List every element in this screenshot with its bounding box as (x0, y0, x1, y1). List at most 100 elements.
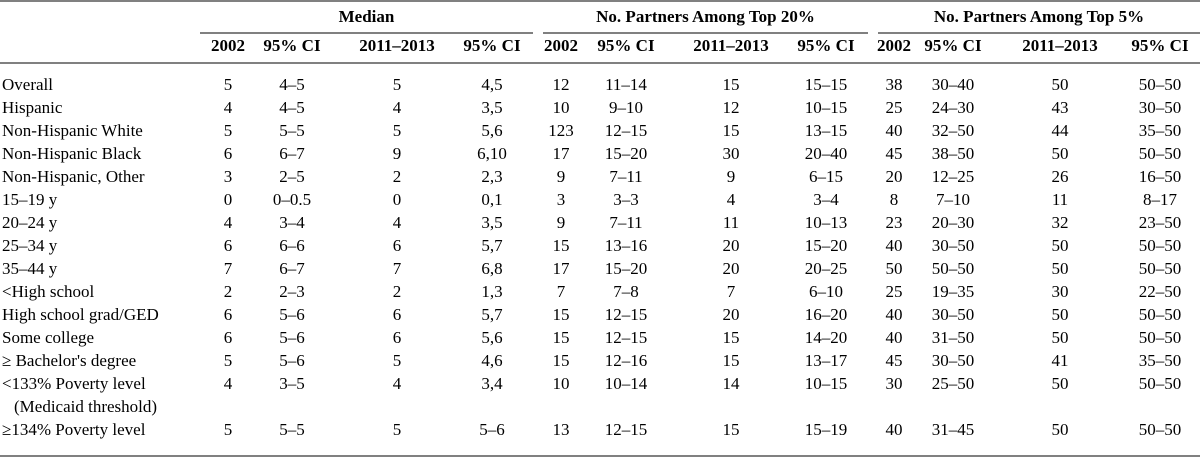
column-header: 2002 (544, 36, 578, 55)
cell: 15–20 (605, 259, 648, 278)
cell: 4 (224, 374, 233, 393)
cell: 15 (553, 305, 570, 324)
row-label: <133% Poverty level (2, 374, 146, 393)
cell: 2 (393, 282, 402, 301)
cell: 3,5 (481, 213, 502, 232)
row-label: Overall (2, 75, 53, 94)
cell: 50 (1052, 374, 1069, 393)
row-label: 25–34 y (2, 236, 58, 255)
cell: 13–15 (805, 121, 848, 140)
cell: 20–25 (805, 259, 848, 278)
cell: 45 (886, 351, 903, 370)
cell: 17 (553, 259, 571, 278)
cell: 50 (1052, 144, 1069, 163)
cell: 5–6 (279, 351, 305, 370)
row-label: 20–24 y (2, 213, 58, 232)
column-header: 95% CI (797, 36, 855, 55)
cell: 30 (886, 374, 903, 393)
cell: 15 (723, 121, 740, 140)
cell: 3 (557, 190, 566, 209)
cell: 6–7 (279, 259, 305, 278)
cell: 22–50 (1139, 282, 1182, 301)
cell: 15 (723, 328, 740, 347)
cell: 4 (393, 374, 402, 393)
cell: 15–20 (805, 236, 848, 255)
cell: 30–50 (1139, 98, 1182, 117)
cell: 30–40 (932, 75, 975, 94)
cell: 5 (224, 75, 233, 94)
cell: 6,10 (477, 144, 507, 163)
cell: 4 (224, 213, 233, 232)
cell: 6 (393, 236, 402, 255)
cell: 30 (723, 144, 740, 163)
cell: 1,3 (481, 282, 502, 301)
row-note: (Medicaid threshold) (14, 397, 157, 416)
cell: 40 (886, 121, 903, 140)
cell: 6,8 (481, 259, 502, 278)
cell: 50 (1052, 236, 1069, 255)
cell: 9 (393, 144, 402, 163)
cell: 15 (553, 236, 570, 255)
cell: 0 (224, 190, 233, 209)
cell: 2–3 (279, 282, 305, 301)
cell: 6–7 (279, 144, 305, 163)
cell: 0 (393, 190, 402, 209)
cell: 12 (723, 98, 740, 117)
column-header: 2002 (211, 36, 245, 55)
cell: 9 (557, 167, 566, 186)
cell: 3–3 (613, 190, 639, 209)
cell: 13–16 (605, 236, 648, 255)
cell: 10–13 (805, 213, 848, 232)
column-header: 2011–2013 (1022, 36, 1098, 55)
cell: 6 (393, 328, 402, 347)
cell: 25–50 (932, 374, 975, 393)
cell: 123 (548, 121, 574, 140)
cell: 16–50 (1139, 167, 1182, 186)
cell: 4–5 (279, 75, 305, 94)
cell: 3 (224, 167, 233, 186)
row-label: Non-Hispanic, Other (2, 167, 145, 186)
cell: 26 (1052, 167, 1069, 186)
cell: 2,3 (481, 167, 502, 186)
cell: 15 (553, 328, 570, 347)
cell: 12–16 (605, 351, 648, 370)
cell: 40 (886, 305, 903, 324)
cell: 7–8 (613, 282, 639, 301)
cell: 50 (1052, 305, 1069, 324)
row-label: 35–44 y (2, 259, 58, 278)
cell: 2 (393, 167, 402, 186)
column-header: 2002 (877, 36, 911, 55)
cell: 44 (1052, 121, 1070, 140)
cell: 17 (553, 144, 571, 163)
cell: 0–0.5 (273, 190, 311, 209)
cell: 4,6 (481, 351, 502, 370)
cell: 14–20 (805, 328, 848, 347)
cell: 3–4 (813, 190, 839, 209)
cell: 9 (557, 213, 566, 232)
cell: 5,7 (481, 236, 503, 255)
cell: 31–45 (932, 420, 975, 439)
cell: 50–50 (1139, 328, 1182, 347)
cell: 10–14 (605, 374, 648, 393)
group-header: No. Partners Among Top 20% (596, 7, 815, 26)
cell: 15 (723, 420, 740, 439)
cell: 43 (1052, 98, 1069, 117)
cell: 0,1 (481, 190, 502, 209)
cell: 12 (553, 75, 570, 94)
cell: 6 (224, 236, 233, 255)
cell: 30–50 (932, 305, 975, 324)
cell: 40 (886, 236, 903, 255)
cell: 13 (553, 420, 570, 439)
cell: 30 (1052, 282, 1069, 301)
cell: 50–50 (1139, 144, 1182, 163)
cell: 12–15 (605, 305, 648, 324)
column-header: 95% CI (597, 36, 655, 55)
cell: 5,6 (481, 121, 502, 140)
cell: 11–14 (605, 75, 647, 94)
cell: 11 (1052, 190, 1068, 209)
cell: 41 (1052, 351, 1069, 370)
cell: 20 (723, 236, 740, 255)
cell: 5 (393, 121, 402, 140)
cell: 5–6 (279, 305, 305, 324)
row-label: ≥134% Poverty level (2, 420, 146, 439)
